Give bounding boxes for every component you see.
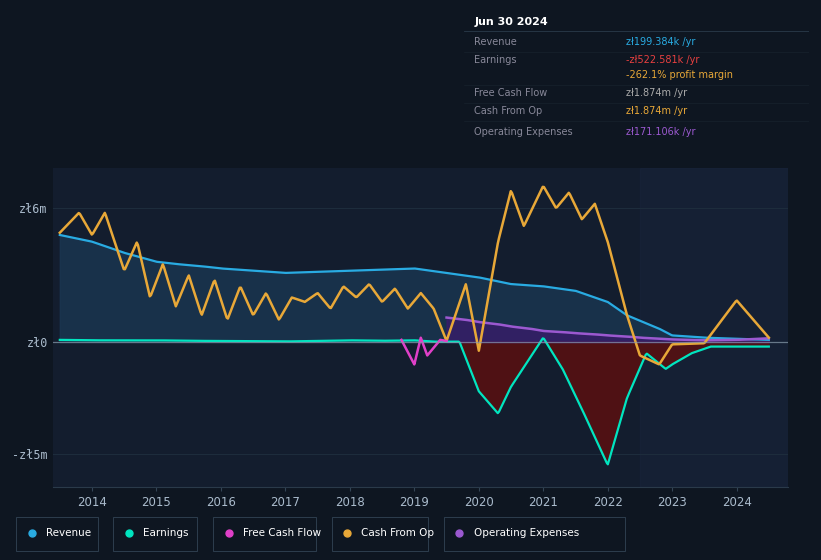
Text: Free Cash Flow: Free Cash Flow xyxy=(475,87,548,97)
Text: zł1.874m /yr: zł1.874m /yr xyxy=(626,87,687,97)
Text: zł171.106k /yr: zł171.106k /yr xyxy=(626,127,695,137)
Text: zł1.874m /yr: zł1.874m /yr xyxy=(626,106,687,115)
Text: Cash From Op: Cash From Op xyxy=(475,106,543,115)
Bar xyxy=(640,168,788,487)
Text: Cash From Op: Cash From Op xyxy=(361,529,434,538)
Text: -262.1% profit margin: -262.1% profit margin xyxy=(626,69,733,80)
Text: Earnings: Earnings xyxy=(143,529,189,538)
Text: zł199.384k /yr: zł199.384k /yr xyxy=(626,36,695,46)
Text: Operating Expenses: Operating Expenses xyxy=(475,127,573,137)
Text: Earnings: Earnings xyxy=(475,54,516,64)
Text: Jun 30 2024: Jun 30 2024 xyxy=(475,17,548,27)
Text: -zł522.581k /yr: -zł522.581k /yr xyxy=(626,54,699,64)
Text: Revenue: Revenue xyxy=(475,36,517,46)
Text: Operating Expenses: Operating Expenses xyxy=(474,529,579,538)
Text: Revenue: Revenue xyxy=(46,529,91,538)
Text: Free Cash Flow: Free Cash Flow xyxy=(243,529,321,538)
